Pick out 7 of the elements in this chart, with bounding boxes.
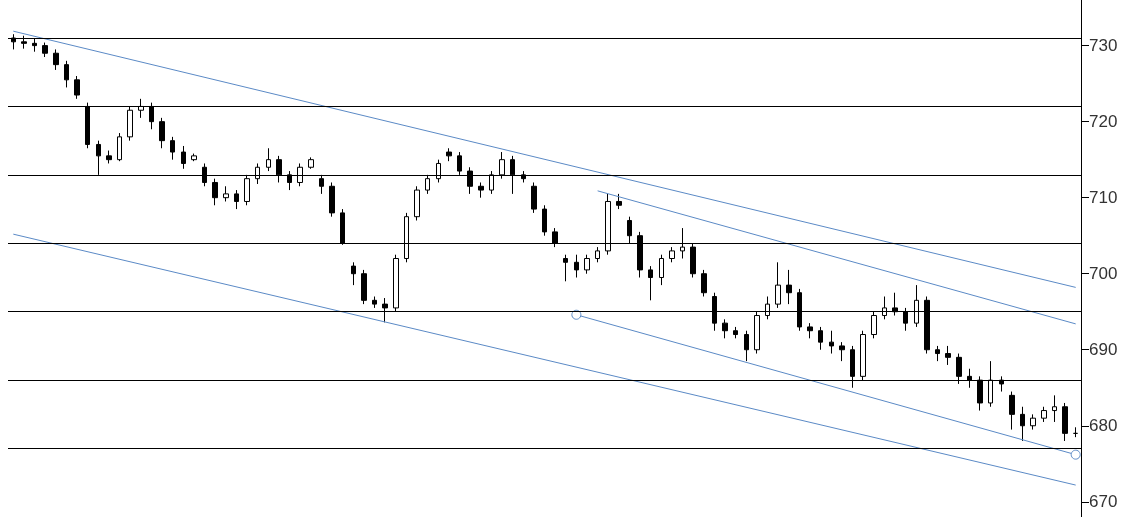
y-tick-label: 680 <box>1089 416 1118 436</box>
y-tick-label: 690 <box>1089 340 1118 360</box>
y-tick-label: 670 <box>1089 492 1118 512</box>
y-tick-label: 730 <box>1089 36 1118 56</box>
y-tick-label: 700 <box>1089 264 1118 284</box>
y-tick-label: 720 <box>1089 112 1118 132</box>
y-tick-label: 710 <box>1089 188 1118 208</box>
